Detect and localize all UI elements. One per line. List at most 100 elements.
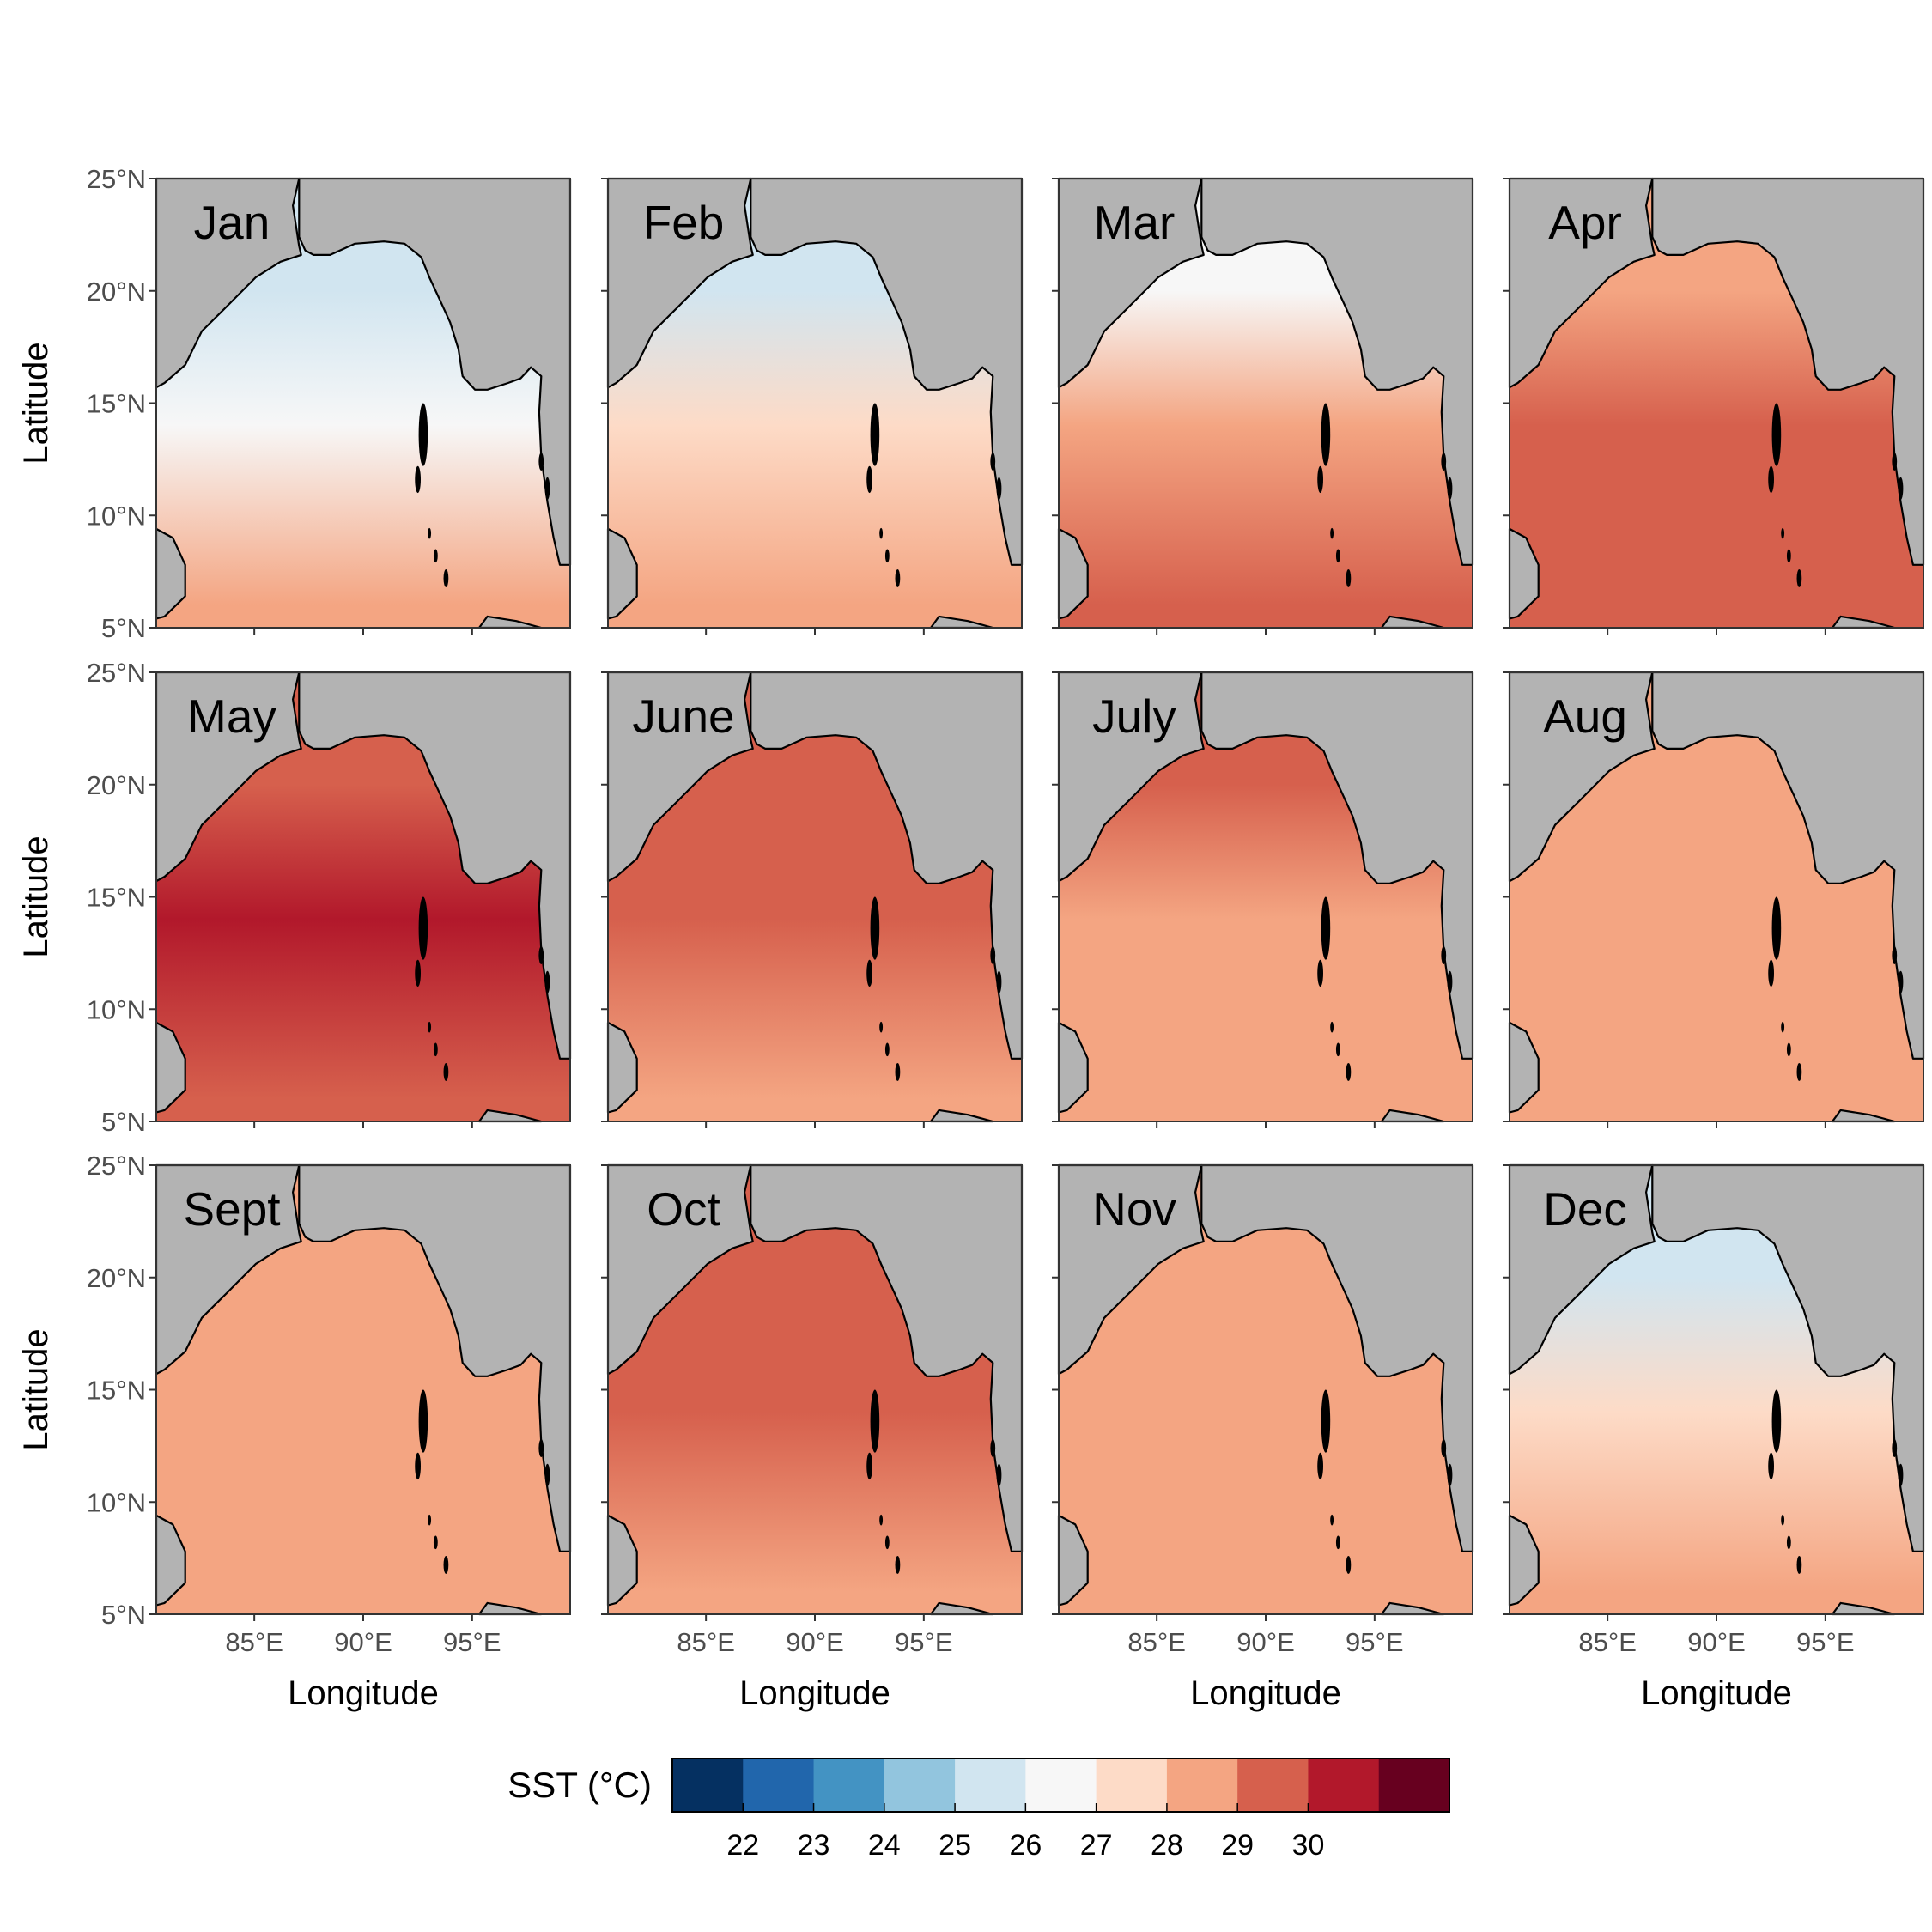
- island-5: [1441, 946, 1447, 964]
- island-5: [1892, 453, 1898, 471]
- island-2: [879, 527, 884, 539]
- island-2: [428, 1021, 432, 1033]
- legend-bin: [1237, 1759, 1309, 1812]
- legend-bin: [1025, 1759, 1097, 1812]
- island-6: [1447, 1463, 1453, 1486]
- island-3: [1335, 549, 1340, 563]
- island-2: [879, 1021, 884, 1033]
- island-3: [433, 1535, 438, 1550]
- island-0: [1321, 896, 1331, 960]
- island-2: [1330, 527, 1334, 539]
- x-tick-label: 85°E: [1578, 1627, 1637, 1657]
- month-panel-feb: Feb: [601, 177, 1024, 635]
- legend-bin: [672, 1759, 744, 1812]
- legend-bin: [743, 1759, 815, 1812]
- y-axis-title: Latitude: [17, 342, 55, 464]
- legend-bin: [955, 1759, 1026, 1812]
- land-north-east: [1200, 1163, 1474, 1552]
- island-3: [1786, 1535, 1791, 1550]
- island-0: [418, 896, 428, 960]
- island-1: [1768, 1452, 1774, 1480]
- x-axis-title: Longitude: [1190, 1674, 1341, 1712]
- island-1: [866, 959, 872, 987]
- y-axis-title: Latitude: [17, 1328, 55, 1450]
- land-west: [1057, 671, 1205, 883]
- y-tick-label: 5°N: [101, 1600, 146, 1630]
- island-3: [433, 549, 438, 563]
- island-4: [1346, 1556, 1352, 1574]
- x-tick-label: 95°E: [1346, 1627, 1404, 1657]
- island-1: [1317, 465, 1323, 494]
- x-tick-label: 85°E: [677, 1627, 735, 1657]
- month-panel-may: May 5°N 10°N 15°N 20°N 25°N Latitude: [17, 658, 572, 1137]
- land-north-east: [298, 1163, 572, 1552]
- island-2: [879, 1514, 884, 1526]
- island-3: [1335, 1535, 1340, 1550]
- island-1: [415, 1452, 421, 1480]
- y-tick-label: 5°N: [101, 1107, 146, 1137]
- island-1: [866, 1452, 872, 1480]
- month-label: Nov: [1092, 1182, 1176, 1236]
- month-panel-jan: Jan 5°N 10°N 15°N 20°N 25°N Latitude: [17, 164, 572, 643]
- x-tick-label: 90°E: [786, 1627, 844, 1657]
- island-5: [990, 946, 996, 964]
- island-0: [870, 403, 880, 466]
- land-north-east: [1651, 177, 1925, 566]
- month-label: Mar: [1094, 196, 1176, 249]
- island-1: [1317, 959, 1323, 987]
- island-2: [428, 1514, 432, 1526]
- month-panel-apr: Apr: [1503, 177, 1925, 635]
- month-label: May: [187, 690, 276, 743]
- legend-tick-label: 26: [1009, 1829, 1042, 1862]
- island-1: [1768, 959, 1774, 987]
- y-tick-label: 15°N: [87, 883, 146, 913]
- legend-bin: [884, 1759, 956, 1812]
- island-5: [1441, 453, 1447, 471]
- island-1: [415, 465, 421, 494]
- island-0: [1321, 1389, 1331, 1453]
- land-north-east: [1651, 1163, 1925, 1552]
- sst-colorbar-legend: SST (°C) 22 23 24 25 26 27 28 29 30: [507, 1758, 1450, 1862]
- land-north-east: [298, 177, 572, 566]
- island-5: [538, 946, 544, 964]
- y-tick-label: 25°N: [87, 164, 146, 194]
- legend-bin: [1378, 1759, 1450, 1812]
- island-4: [895, 569, 901, 587]
- y-tick-label: 15°N: [87, 1376, 146, 1406]
- land-west: [1057, 177, 1205, 389]
- island-4: [895, 1556, 901, 1574]
- island-2: [1781, 1514, 1785, 1526]
- land-west: [1508, 1163, 1656, 1376]
- island-5: [538, 1439, 544, 1457]
- month-panel-aug: Aug: [1503, 671, 1925, 1128]
- land-west: [606, 1163, 754, 1376]
- x-tick-label: 85°E: [1127, 1627, 1186, 1657]
- x-tick-label: 95°E: [1796, 1627, 1855, 1657]
- island-0: [1771, 403, 1782, 466]
- island-4: [1346, 1063, 1352, 1081]
- x-tick-label: 90°E: [1687, 1627, 1746, 1657]
- land-north-east: [298, 671, 572, 1060]
- land-west: [1508, 671, 1656, 883]
- land-west: [1057, 1163, 1205, 1376]
- x-tick-label: 95°E: [895, 1627, 953, 1657]
- month-label: Apr: [1548, 196, 1622, 249]
- island-0: [1771, 896, 1782, 960]
- month-panel-mar: Mar: [1052, 177, 1474, 635]
- island-1: [415, 959, 421, 987]
- island-4: [1346, 569, 1352, 587]
- island-6: [996, 1463, 1002, 1486]
- month-label: Dec: [1543, 1182, 1627, 1236]
- x-tick-label: 90°E: [334, 1627, 392, 1657]
- island-5: [990, 453, 996, 471]
- island-4: [1796, 569, 1802, 587]
- island-6: [544, 1463, 550, 1486]
- island-5: [1441, 1439, 1447, 1457]
- x-tick-label: 85°E: [225, 1627, 283, 1657]
- x-axis-title: Longitude: [1641, 1674, 1792, 1712]
- island-0: [870, 896, 880, 960]
- land-north-east: [750, 177, 1024, 566]
- land-west: [155, 177, 302, 389]
- y-axis-title: Latitude: [17, 835, 55, 957]
